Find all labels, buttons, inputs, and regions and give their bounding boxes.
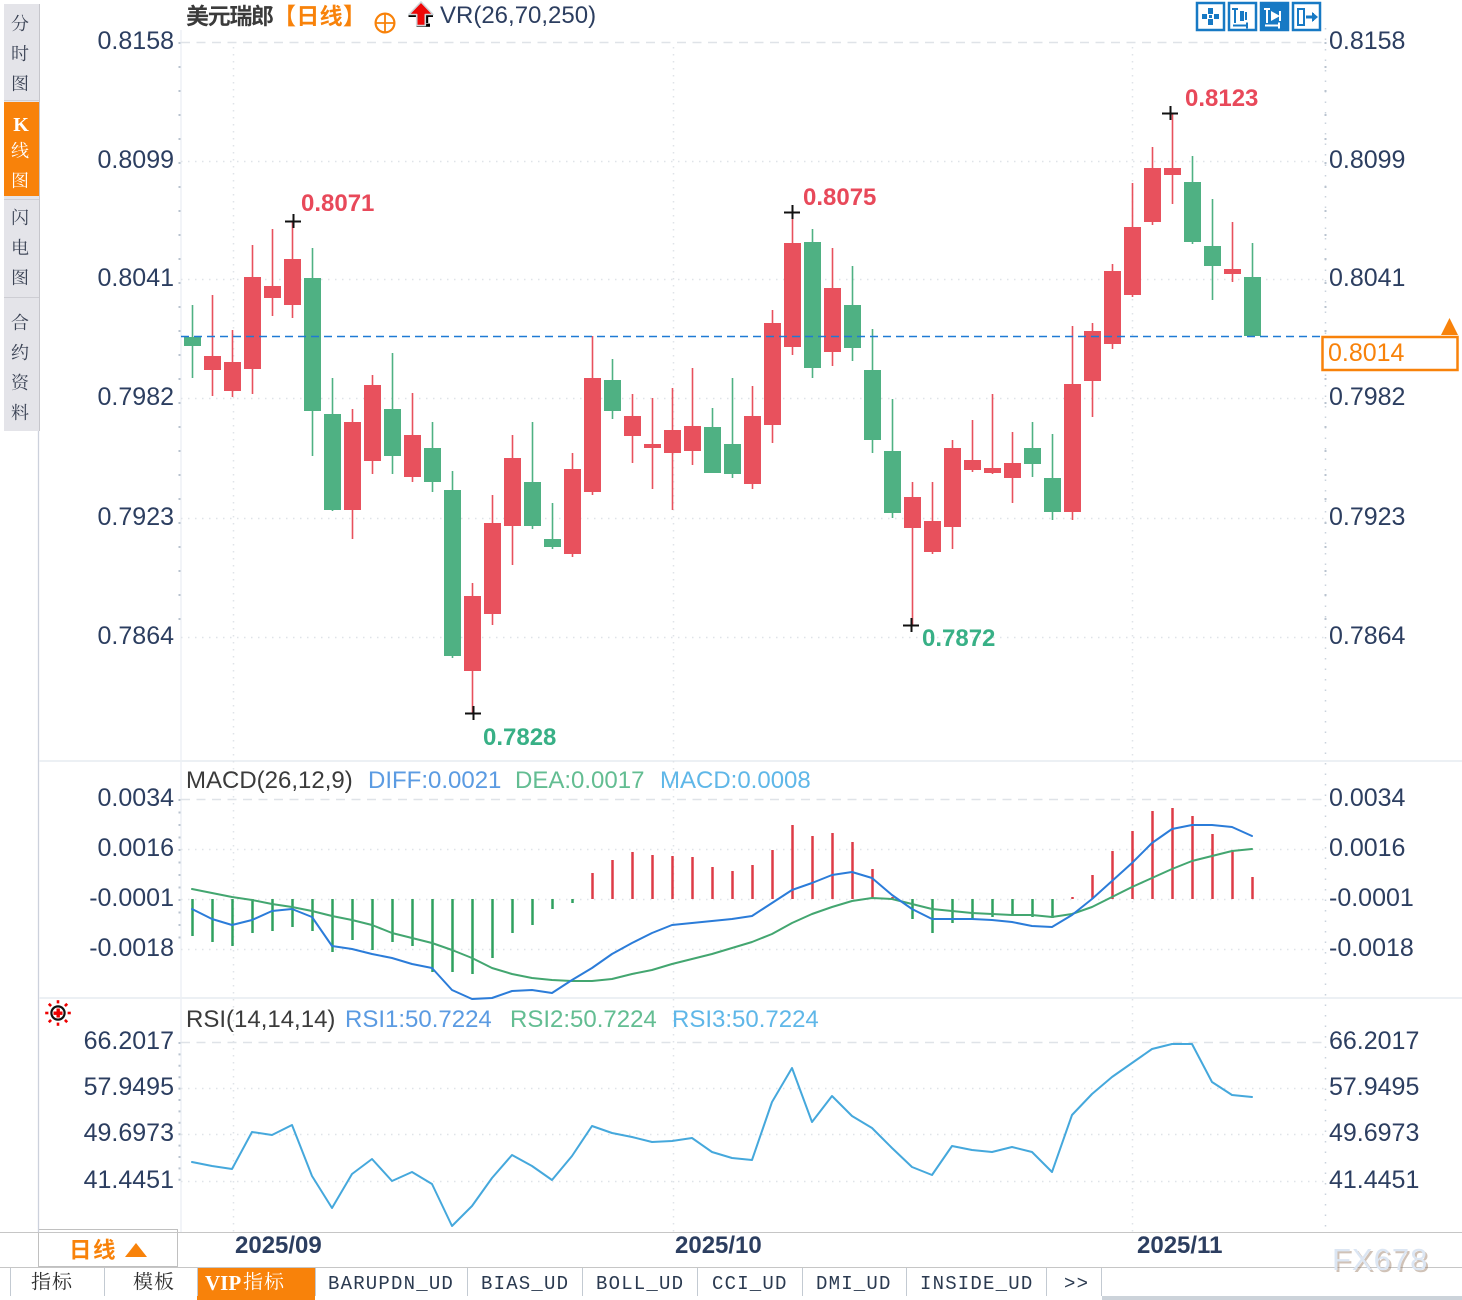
svg-text:K: K [13, 114, 29, 136]
svg-text:VIP: VIP [205, 1271, 241, 1295]
